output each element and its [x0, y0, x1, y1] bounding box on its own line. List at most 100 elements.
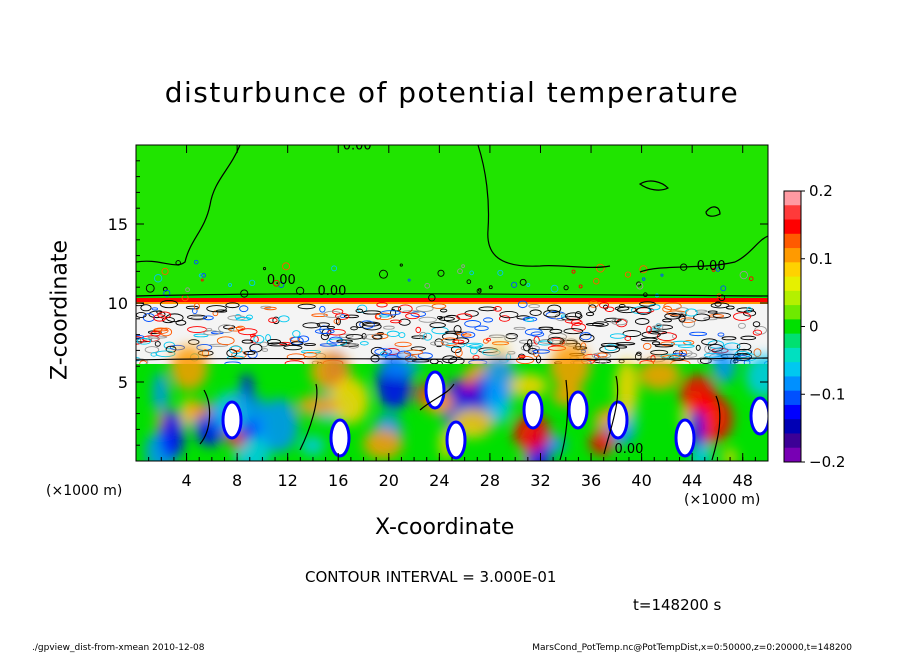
- colorbar-tick-label-2: 0: [809, 318, 819, 336]
- turbulence-mark: [343, 314, 359, 319]
- wave-mark: [641, 277, 646, 281]
- turbulence-mark: [666, 310, 687, 316]
- turbulence-mark: [499, 315, 511, 322]
- turbulence-mark: [543, 309, 561, 318]
- wave-mark: [563, 285, 569, 291]
- turbulence-mark: [717, 332, 725, 337]
- turbulence-mark: [528, 304, 540, 309]
- wave-mark: [748, 276, 754, 281]
- turbulence-mark: [736, 307, 755, 313]
- turbulence-mark: [297, 303, 316, 310]
- wave-mark: [636, 282, 644, 290]
- contour-label-2: 0.00: [317, 284, 346, 299]
- turbulence-mark: [150, 331, 161, 337]
- turbulence-mark: [614, 306, 630, 311]
- turbulence-mark: [667, 355, 674, 361]
- wave-mark: [193, 259, 199, 265]
- turbulence-mark: [335, 317, 341, 326]
- wave-mark: [715, 267, 721, 272]
- wave-mark: [331, 265, 338, 272]
- convective-blob: [300, 435, 325, 456]
- colorbar-tick-label-0: 0.2: [809, 182, 833, 200]
- turbulence-mark: [398, 318, 411, 326]
- turbulence-mark: [547, 336, 565, 345]
- turbulence-mark: [415, 326, 422, 334]
- colorbar-tick-label-4: −0.2: [809, 453, 845, 471]
- turbulence-mark: [662, 318, 672, 323]
- colorbar-swatch-0: [784, 191, 801, 206]
- wave-mark: [428, 294, 436, 302]
- turbulence-mark: [707, 343, 724, 352]
- x-tick-label-8: 36: [581, 471, 601, 490]
- wave-mark: [407, 278, 411, 282]
- turbulence-mark: [740, 335, 757, 341]
- colorbar-swatch-17: [784, 433, 801, 449]
- wave-mark: [624, 271, 632, 278]
- turbulence-mark: [326, 325, 336, 329]
- wave-mark: [571, 269, 576, 274]
- contour-interval: CONTOUR INTERVAL = 3.000E-01: [305, 568, 557, 586]
- turbulence-mark: [681, 319, 696, 328]
- turbulence-mark: [599, 302, 610, 309]
- turbulence-mark: [355, 308, 364, 314]
- turbulence-mark: [752, 321, 761, 327]
- turbulence-mark: [380, 310, 401, 316]
- x-axis-label: X-coordinate: [375, 515, 515, 540]
- turbulence-mark: [175, 319, 187, 326]
- turbulence-mark: [359, 320, 375, 329]
- turbulence-mark: [524, 317, 534, 323]
- turbulence-mark: [267, 342, 288, 347]
- turbulence-mark: [736, 342, 752, 351]
- turbulence-mark: [334, 312, 350, 320]
- turbulence-mark: [634, 352, 642, 361]
- turbulence-mark: [159, 300, 179, 309]
- turbulence-mark: [302, 322, 321, 329]
- turbulence-mark: [216, 336, 235, 346]
- turbulence-mark: [624, 336, 632, 341]
- colorbar-swatch-7: [784, 290, 801, 306]
- wave-mark: [200, 278, 204, 282]
- turbulence-mark: [415, 305, 434, 313]
- turbulence-mark: [302, 352, 318, 358]
- wave-mark: [469, 270, 474, 276]
- turbulence-mark: [675, 307, 689, 313]
- plume-core-1: [329, 418, 351, 458]
- wave-mark: [511, 281, 518, 288]
- turbulence-mark: [429, 322, 446, 329]
- wave-mark: [296, 286, 305, 296]
- convective-blob: [482, 355, 516, 404]
- y-tick-label-1: 10: [108, 294, 128, 313]
- turbulence-mark: [374, 348, 392, 356]
- wave-mark: [282, 262, 290, 271]
- y-tick-label-2: 15: [108, 215, 128, 234]
- colorbar-swatch-13: [784, 376, 801, 392]
- turbulence-mark: [361, 333, 367, 340]
- colorbar-swatch-15: [784, 404, 801, 420]
- turbulence-mark: [527, 348, 539, 355]
- turbulence-mark: [300, 350, 321, 354]
- wave-mark: [272, 279, 280, 287]
- wave-mark: [162, 286, 168, 292]
- turbulence-mark: [468, 344, 482, 349]
- wave-mark: [198, 273, 203, 278]
- turbulence-mark: [654, 344, 674, 348]
- turbulence-mark: [604, 317, 622, 323]
- turbulence-mark: [565, 312, 583, 321]
- turbulence-mark: [153, 328, 169, 332]
- plume-core-3: [445, 420, 467, 460]
- wave-mark: [519, 278, 527, 286]
- y-axis-label: Z-coordinate: [47, 240, 73, 380]
- turbulence-mark: [592, 321, 609, 327]
- plume-core-7: [674, 418, 696, 458]
- turbulence-mark: [136, 334, 145, 339]
- turbulence-mark: [362, 321, 381, 327]
- colorbar-swatch-14: [784, 390, 801, 406]
- turbulence-mark: [513, 326, 526, 330]
- turbulence-mark: [597, 352, 608, 358]
- turbulence-mark: [695, 344, 701, 351]
- turbulence-mark: [319, 343, 338, 347]
- turbulence-mark: [327, 328, 346, 336]
- turbulence-mark: [588, 304, 597, 313]
- turbulence-mark: [464, 320, 482, 328]
- turbulence-mark: [193, 333, 209, 338]
